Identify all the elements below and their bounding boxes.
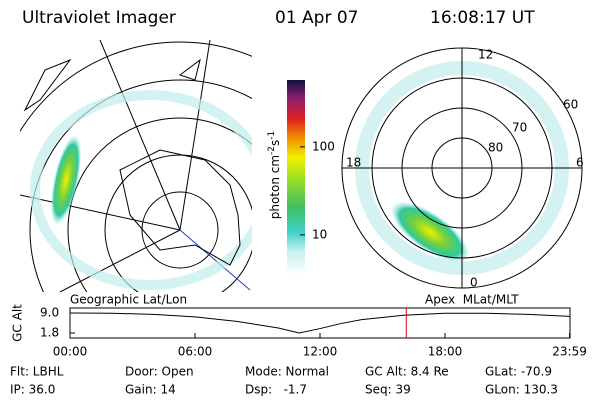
mlt-label: 12 (478, 48, 493, 62)
status-field: Dsp: -1.7 (245, 383, 307, 397)
colorbar-tick-label: 100 (312, 139, 335, 153)
status-field: Door: Open (125, 365, 194, 379)
y-tick-label: 1.8 (40, 326, 59, 340)
date: 01 Apr 07 (275, 8, 358, 28)
x-tick-label: 23:59 (552, 345, 587, 359)
map-caption: Geographic Lat/Lon (70, 293, 187, 307)
map-caption: Apex MLat/MLT (425, 293, 519, 307)
apex-map (341, 47, 583, 289)
status-field: GLat: -70.9 (485, 365, 552, 379)
status-field: Seq: 39 (365, 383, 411, 397)
colorbar-label: photon cm-2s-1 (267, 131, 282, 220)
geographic-map (20, 40, 252, 292)
time: 16:08:17 UT (430, 8, 535, 28)
altitude-curve (69, 312, 571, 334)
instrument-title: Ultraviolet Imager (22, 8, 176, 28)
mlt-label: 0 (470, 276, 478, 290)
status-field: IP: 36.0 (10, 383, 55, 397)
status-field: Mode: Normal (245, 365, 329, 379)
status-field: Flt: LBHL (10, 365, 64, 379)
x-tick-label: 06:00 (178, 345, 213, 359)
status-field: Gain: 14 (125, 383, 176, 397)
status-field: GC Alt: 8.4 Re (365, 365, 449, 379)
x-tick-label: 00:00 (53, 345, 88, 359)
lat-label: 60 (563, 98, 578, 112)
mlt-label: 18 (346, 156, 361, 170)
colorbar-tick-label: 10 (312, 227, 327, 241)
lat-label: 70 (512, 121, 527, 135)
x-tick-label: 18:00 (428, 345, 463, 359)
status-field: GLon: 130.3 (485, 383, 558, 397)
colorbar (287, 80, 305, 275)
y-tick-label: 9.0 (40, 306, 59, 320)
lat-label: 80 (488, 141, 503, 155)
x-tick-label: 12:00 (303, 345, 338, 359)
mlt-label: 6 (576, 156, 584, 170)
altitude-label: GC Alt (11, 304, 25, 342)
